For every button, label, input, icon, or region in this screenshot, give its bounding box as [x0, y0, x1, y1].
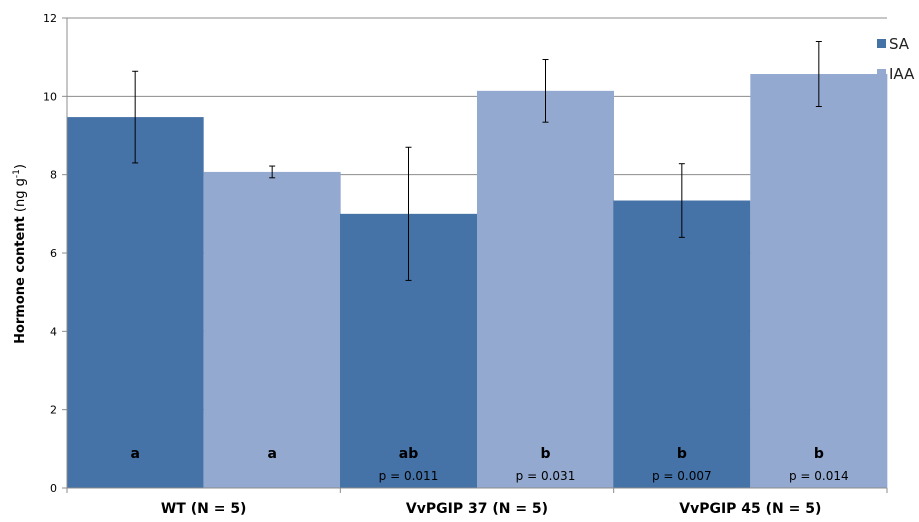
y-tick-label: 4 — [50, 325, 57, 338]
axes: 0 2 4 6 8 10 12 WT (N = 5) VvPGIP 37 (N = 5) VvPG… — [43, 12, 888, 517]
p-value-label: p = 0.007 — [652, 469, 712, 483]
p-value-label: p = 0.011 — [379, 469, 439, 483]
significance-letter: b — [677, 446, 687, 462]
p-value-label: p = 0.031 — [516, 469, 576, 483]
significance-letter: b — [540, 446, 550, 462]
legend-swatch-sa — [877, 39, 886, 48]
bar-sa — [66, 117, 204, 488]
y-tick-label: 2 — [50, 404, 57, 417]
y-tick-label: 10 — [43, 90, 57, 103]
y-axis-label-unit-close: ) — [13, 164, 28, 169]
significance-letter: a — [267, 446, 276, 462]
bar-annotations: a a ab p = 0.011 b p = 0.031 b p = 0.007 b p = 0.… — [130, 446, 848, 483]
significance-letter: ab — [399, 446, 418, 462]
legend-swatch-iaa — [877, 69, 886, 78]
y-tick-label: 8 — [50, 169, 57, 182]
x-category-label: WT (N = 5) — [161, 501, 247, 517]
significance-letter: a — [130, 446, 139, 462]
p-value-label: p = 0.014 — [789, 469, 849, 483]
y-axis-label-unit: (ng g — [13, 178, 28, 216]
bar-iaa — [477, 90, 614, 488]
bars — [66, 74, 888, 489]
legend-label-sa: SA — [889, 35, 910, 53]
y-axis-label: Hormone content (ng g-1) — [12, 164, 28, 344]
y-axis-label-unit-exponent: -1 — [12, 169, 22, 178]
x-category-label: VvPGIP 37 (N = 5) — [406, 501, 548, 517]
legend-label-iaa: IAA — [889, 65, 915, 83]
bar-sa — [613, 200, 751, 488]
x-category-label: VvPGIP 45 (N = 5) — [679, 501, 821, 517]
bar-iaa — [203, 171, 341, 489]
bar-iaa — [750, 74, 888, 488]
significance-letter: b — [814, 446, 824, 462]
y-axis-label-main: Hormone content — [13, 216, 28, 344]
y-tick-label: 0 — [50, 482, 57, 495]
y-tick-label: 12 — [43, 12, 57, 25]
y-tick-label: 6 — [50, 247, 57, 260]
legend: SA IAA — [877, 35, 915, 83]
error-bars — [132, 41, 822, 281]
